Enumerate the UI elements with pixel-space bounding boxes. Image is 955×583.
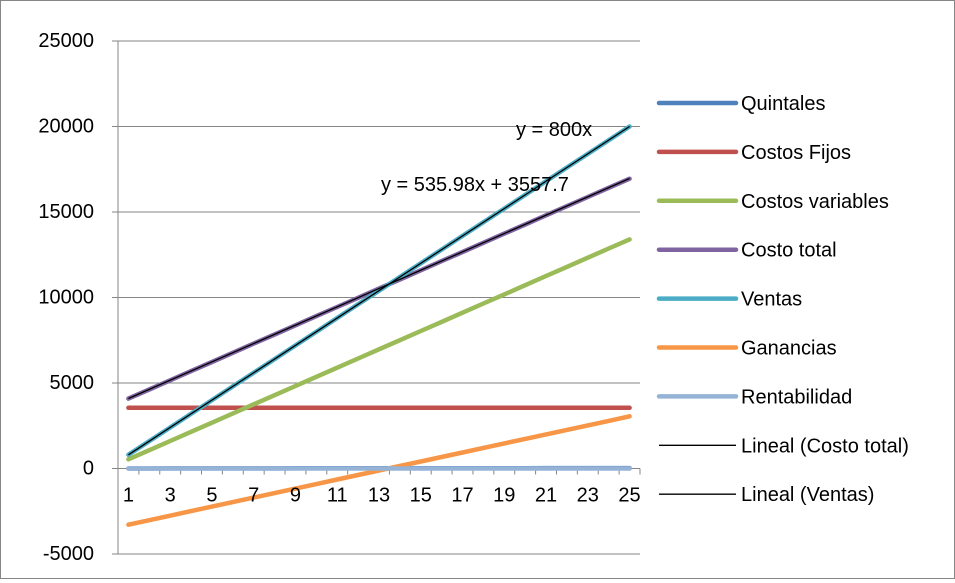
legend-label: Ganancias	[741, 338, 837, 360]
y-tick-label: 10000	[38, 287, 94, 309]
trendline-equation: y = 535.98x + 3557.7	[381, 174, 569, 196]
x-tick-label: 13	[368, 485, 390, 507]
y-tick-label: 5000	[50, 372, 95, 394]
y-tick-label: 15000	[38, 201, 94, 223]
legend-label: Lineal (Ventas)	[741, 484, 874, 506]
series-line-costos-variables	[128, 239, 629, 459]
x-tick-label: 1	[123, 485, 134, 507]
x-tick-label: 17	[451, 485, 473, 507]
x-tick-label: 3	[165, 485, 176, 507]
legend-label: Costos Fijos	[741, 142, 851, 164]
y-tick-label: -5000	[43, 543, 94, 565]
x-tick-label: 5	[206, 485, 217, 507]
legend-label: Rentabilidad	[741, 386, 852, 408]
x-tick-label: 9	[290, 485, 301, 507]
legend: Quintales Costos Fijos Costos variables Cos…	[659, 93, 909, 506]
y-tick-label: 20000	[38, 116, 94, 138]
gridlines	[118, 41, 640, 554]
legend-label: Quintales	[741, 93, 826, 115]
legend-label: Costo total	[741, 240, 837, 262]
legend-label: Costos variables	[741, 191, 889, 213]
x-tick-label: 11	[327, 485, 348, 507]
legend-label: Ventas	[741, 289, 802, 311]
y-tick-label: 25000	[38, 30, 94, 52]
x-tick-label: 19	[493, 485, 515, 507]
trendline-equation: y = 800x	[516, 119, 592, 141]
x-tick-label: 23	[577, 485, 599, 507]
legend-label: Lineal (Costo total)	[741, 435, 909, 457]
x-tick-label: 7	[248, 485, 259, 507]
x-tick-label: 25	[618, 485, 640, 507]
x-tick-label: 15	[410, 485, 432, 507]
y-tick-label: 0	[83, 458, 94, 480]
x-tick-label: 21	[535, 485, 557, 507]
